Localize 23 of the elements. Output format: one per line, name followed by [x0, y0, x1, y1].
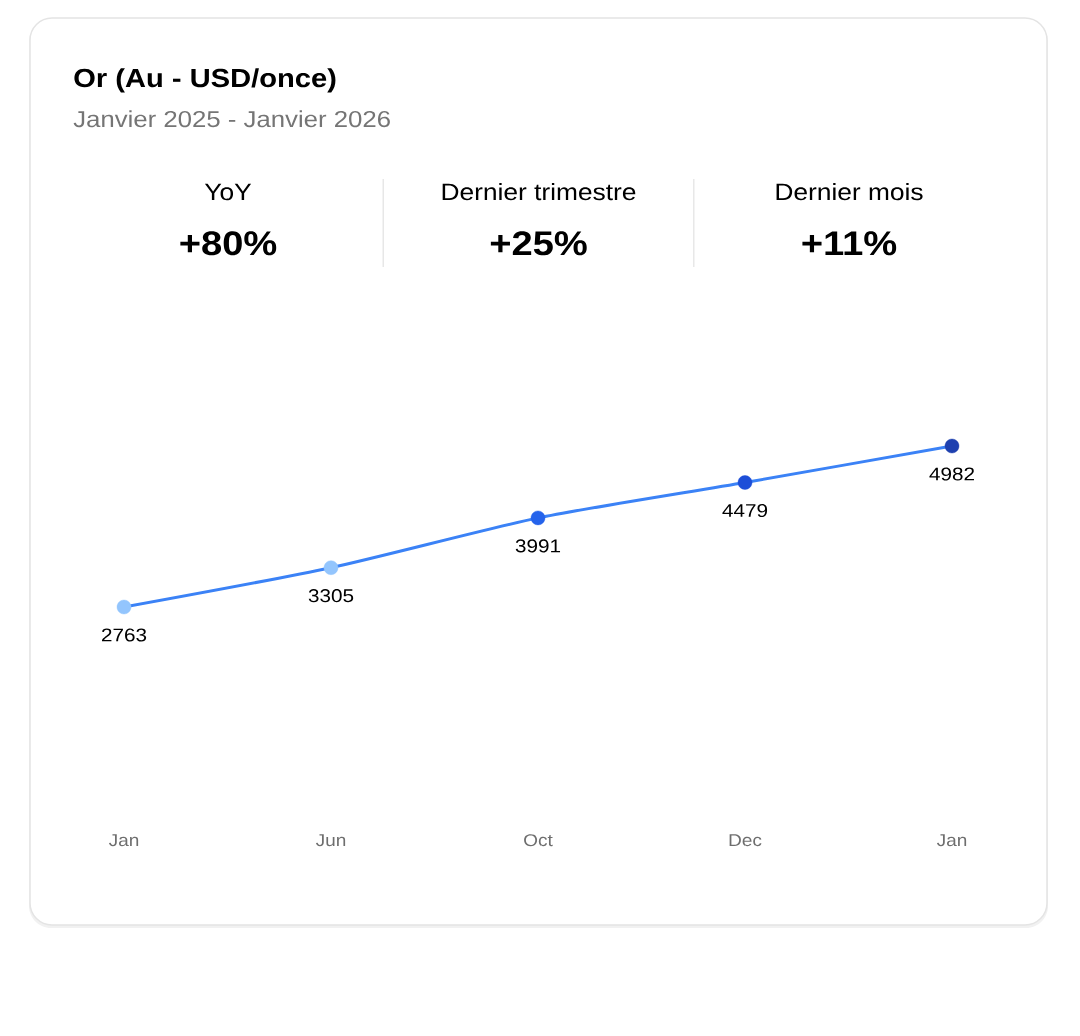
text: YoY	[204, 183, 252, 201]
x-tick-label: Jan	[936, 834, 967, 847]
point	[323, 560, 339, 575]
data-label: 3991	[515, 539, 561, 553]
text: Dernier mois	[776, 182, 923, 201]
data-label: 2763	[101, 628, 147, 642]
point	[530, 510, 546, 526]
data-label: 4982	[929, 467, 974, 481]
text: Dernier trimestre	[442, 182, 636, 201]
x-tick-label: Jan	[108, 834, 139, 847]
data-label: 4479	[722, 503, 768, 518]
point	[737, 475, 753, 490]
point	[944, 438, 960, 454]
x-tick-label: Jun	[315, 834, 346, 847]
x-tick-label: Dec	[729, 834, 762, 847]
text: +25%	[490, 231, 587, 256]
text: +11%	[802, 231, 897, 256]
point	[116, 599, 132, 615]
chart-title: Or (Au - USD/once)	[74, 68, 336, 93]
chart-subtitle: Janvier 2025 - Janvier 2026	[73, 110, 390, 128]
text: +80%	[180, 231, 277, 256]
x-tick-label: Oct	[524, 834, 553, 847]
data-label: 3305	[308, 589, 354, 603]
